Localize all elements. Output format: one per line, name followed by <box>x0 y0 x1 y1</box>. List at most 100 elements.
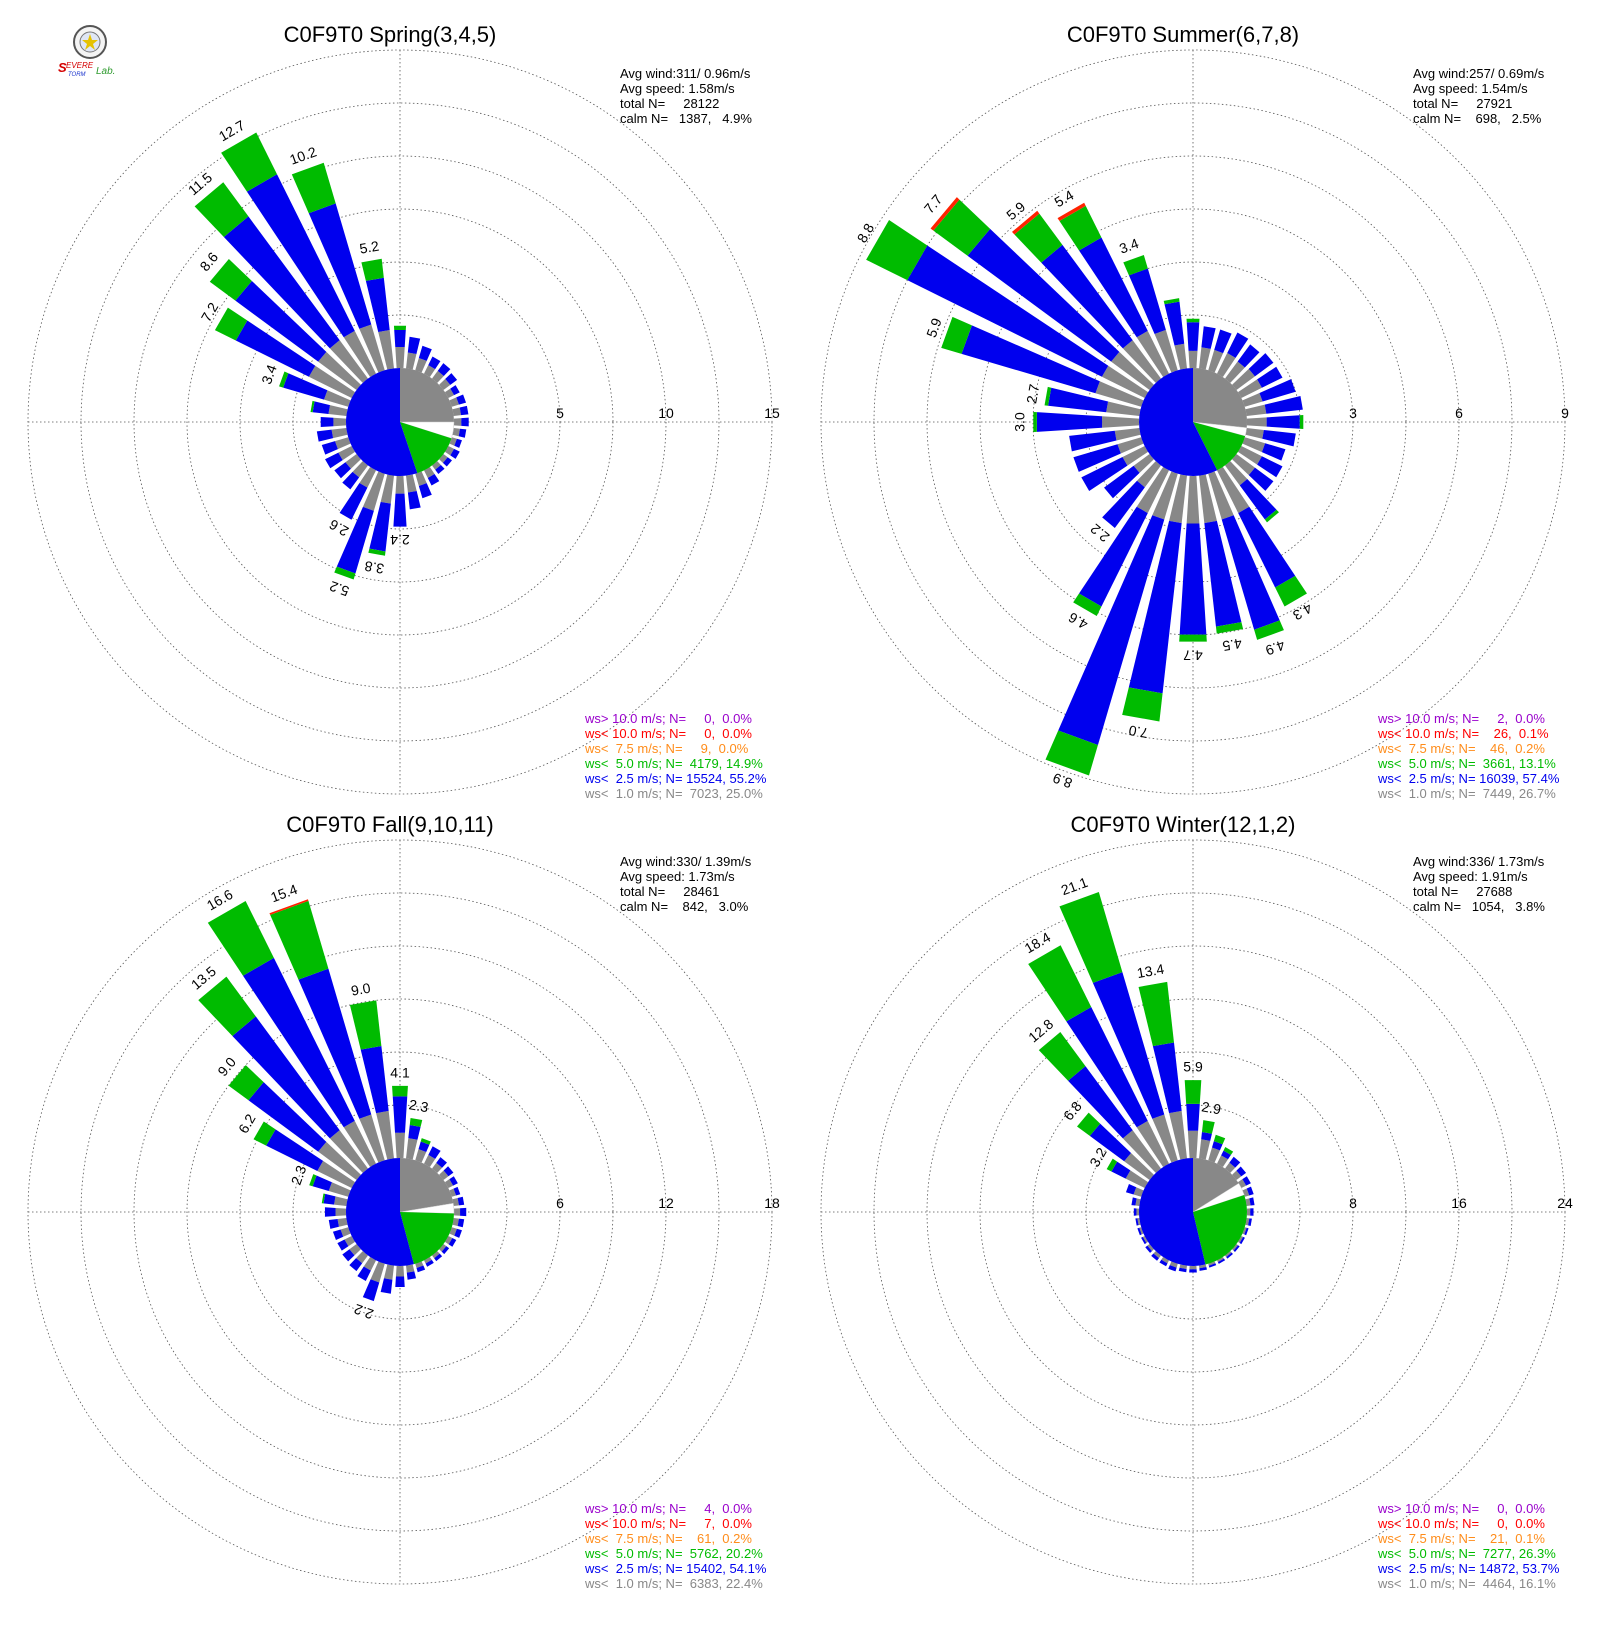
wind-bar-slow-segment <box>406 1271 417 1280</box>
wind-bar-calm-segment <box>1225 1162 1236 1173</box>
wind-bar-moderate-segment <box>1299 415 1304 429</box>
panel-title: C0F9T0 Winter(12,1,2) <box>1071 812 1296 837</box>
wind-bar-slow-segment <box>407 490 421 510</box>
wind-bar-calm-segment <box>1189 1265 1197 1270</box>
wind-bar: 8.9 <box>1045 471 1178 792</box>
wind-bar-calm-segment <box>1153 1251 1161 1259</box>
pie-slice-lt5 <box>1193 422 1246 471</box>
wind-bar-label: 3.4 <box>258 362 280 386</box>
wind-bar <box>439 454 452 467</box>
wind-bar-label: 4.5 <box>1221 635 1243 654</box>
wind-bar <box>1186 318 1200 369</box>
wind-bar-slow-segment <box>457 1196 465 1206</box>
wind-bar-calm-segment <box>338 446 356 461</box>
wind-bar-calm-segment <box>449 1227 457 1236</box>
wind-bar-strong-segment <box>1011 210 1040 235</box>
wind-bar-slow-segment <box>443 1166 454 1177</box>
wind-bar-moderate-segment <box>1028 945 1092 1022</box>
wind-bar: 13.4 <box>1136 961 1187 1160</box>
stats-line: calm N= 1387, 4.9% <box>620 111 752 126</box>
wind-bar <box>1133 1208 1140 1216</box>
wind-bar-slow-segment <box>1092 972 1165 1119</box>
legend-entry: ws< 10.0 m/s; N= 0, 0.0% <box>1377 1516 1545 1531</box>
pie-slice-lt2_5 <box>345 368 418 477</box>
wind-bar-calm-segment <box>1136 330 1169 378</box>
wind-bar-calm-segment <box>318 1141 361 1180</box>
wind-bar-calm-segment <box>1225 1251 1232 1258</box>
wind-bar-slow-segment <box>1238 506 1296 588</box>
svg-text:EVERE: EVERE <box>66 61 94 70</box>
pie-slice-calm <box>399 1203 455 1214</box>
wind-bar <box>432 363 451 383</box>
wind-bar-calm-segment <box>1199 1264 1207 1269</box>
wind-bar-label: 4.1 <box>390 1064 410 1080</box>
wind-bar-slow-segment <box>1214 329 1232 354</box>
wind-bar <box>1168 1261 1178 1272</box>
wind-bar: 5.9 <box>1183 1059 1203 1159</box>
wind-bar-slow-segment <box>461 417 469 427</box>
wind-bar: 2.3 <box>406 1096 430 1160</box>
wind-bar <box>444 1236 457 1247</box>
wind-bar-slow-segment <box>1244 1227 1249 1236</box>
wind-bar-moderate-segment <box>1033 411 1037 433</box>
wind-bar-slow-segment <box>1068 1066 1133 1139</box>
wind-bar-calm-segment <box>1133 454 1154 473</box>
wind-bar-slow-segment <box>1237 344 1260 368</box>
wind-bar-slow-segment <box>1069 430 1117 452</box>
wind-bar-slow-segment <box>1111 1161 1131 1179</box>
wind-bar <box>452 1218 465 1228</box>
wind-bar-calm-segment <box>1217 1256 1224 1263</box>
wind-bar <box>406 336 421 370</box>
wind-bar-calm-segment <box>1232 368 1255 390</box>
radial-tick-label: 3 <box>1349 405 1357 421</box>
pie-slice-lt1 <box>1193 368 1247 428</box>
wind-bar-slow-segment <box>1204 520 1242 627</box>
wind-bar: 5.2 <box>327 471 385 600</box>
wind-bar-moderate-segment <box>1077 1112 1101 1136</box>
wind-bar-calm-segment <box>415 471 427 487</box>
wind-bar: 7.0 <box>1122 474 1187 741</box>
wind-bar <box>1131 1197 1141 1206</box>
wind-bar-calm-segment <box>432 1251 440 1259</box>
wind-rose-panel: 3 6 9 3.4 5.4 5.9 7.7 8.8 5.9 2.7 3.0 2.2 4.6 8.9 7.0 4… <box>820 22 1569 801</box>
wind-bar-moderate-segment <box>1123 254 1148 276</box>
wind-bar-slow-segment <box>1131 1197 1137 1206</box>
wind-bar-slow-segment <box>342 1249 355 1262</box>
wind-bar-calm-segment <box>1169 1261 1178 1268</box>
stats-line: Avg speed: 1.73m/s <box>620 869 735 884</box>
wind-bar-calm-segment <box>1133 1187 1144 1197</box>
grid-ring <box>292 314 508 530</box>
wind-bar-calm-segment <box>444 446 455 456</box>
wind-bar: 3.4 <box>258 362 351 407</box>
wind-bar-slow-segment <box>1226 1252 1233 1259</box>
wind-bar-calm-segment <box>439 1170 449 1180</box>
wind-bar-calm-segment <box>359 466 376 488</box>
wind-bar-slow-segment <box>1041 244 1133 349</box>
wind-bar-calm-segment <box>1217 466 1250 514</box>
wind-bar-slow-segment <box>1250 1208 1254 1216</box>
wind-bar-slow-segment <box>1217 1258 1226 1264</box>
wind-bar-calm-segment <box>1169 1110 1187 1160</box>
grid-ring <box>133 155 667 689</box>
wind-bar-slow-segment <box>1137 1227 1142 1236</box>
wind-bar-slow-segment <box>336 506 374 574</box>
wind-bar-calm-segment <box>1245 1218 1250 1226</box>
wind-bar-moderate-segment <box>1254 620 1284 640</box>
wind-bar-slow-segment <box>1248 467 1274 491</box>
wind-bar <box>1145 1244 1154 1253</box>
wind-bar <box>1081 446 1149 491</box>
grid-ring <box>926 155 1460 689</box>
wind-bar-strong-segment <box>930 197 960 231</box>
wind-bar-calm-segment <box>1169 474 1187 524</box>
wind-bar <box>380 1264 394 1294</box>
wind-bar-moderate-segment <box>1106 1158 1118 1172</box>
wind-bar-calm-segment <box>337 1218 348 1227</box>
wind-bar <box>1199 1264 1207 1271</box>
wind-bar-slow-segment <box>1262 429 1296 447</box>
wind-bar-calm-segment <box>452 428 460 437</box>
wind-bar-moderate-segment <box>221 132 278 192</box>
wind-bar-calm-segment <box>1095 381 1144 407</box>
wind-bar-label: 9.0 <box>214 1054 239 1079</box>
wind-bar-slow-segment <box>362 1279 380 1302</box>
wind-bar-calm-segment <box>439 1244 447 1252</box>
